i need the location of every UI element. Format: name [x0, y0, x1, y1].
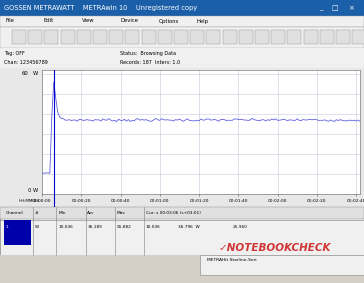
- Bar: [0, 48, 364, 68]
- Bar: [0, 0, 364, 16]
- Bar: [239, 30, 253, 44]
- Text: 25.960: 25.960: [233, 225, 248, 229]
- Text: 55.882: 55.882: [116, 225, 131, 229]
- Text: Max: Max: [116, 211, 125, 215]
- Text: 00:02:20: 00:02:20: [307, 198, 327, 203]
- Text: 00:02:00: 00:02:00: [268, 198, 287, 203]
- Text: 00:00:20: 00:00:20: [71, 198, 91, 203]
- Text: 00:00:40: 00:00:40: [111, 198, 130, 203]
- Bar: [288, 30, 301, 44]
- Text: Device: Device: [120, 18, 138, 23]
- Bar: [0, 27, 364, 48]
- Bar: [93, 30, 107, 44]
- Bar: [28, 30, 42, 44]
- Text: Chan: 123456789: Chan: 123456789: [4, 59, 47, 65]
- Text: _: _: [318, 5, 322, 11]
- Bar: [44, 30, 58, 44]
- Bar: [304, 30, 318, 44]
- Bar: [12, 30, 26, 44]
- Bar: [206, 30, 220, 44]
- Text: 60: 60: [22, 71, 29, 76]
- Text: 00:01:40: 00:01:40: [229, 198, 248, 203]
- Text: 10.036: 10.036: [58, 225, 73, 229]
- Text: Help: Help: [197, 18, 209, 23]
- Bar: [0, 68, 364, 283]
- Text: View: View: [82, 18, 94, 23]
- Text: Records: 187  Interv: 1.0: Records: 187 Interv: 1.0: [120, 59, 180, 65]
- Text: Cur: s 00:03:06 (s+03:01): Cur: s 00:03:06 (s+03:01): [146, 211, 201, 215]
- Bar: [158, 30, 172, 44]
- Text: HH:MM:SS: HH:MM:SS: [18, 198, 39, 203]
- Bar: [271, 30, 285, 44]
- Text: Options: Options: [158, 18, 179, 23]
- Bar: [200, 255, 364, 275]
- Text: Avc: Avc: [87, 211, 95, 215]
- Bar: [109, 30, 123, 44]
- Bar: [0, 207, 364, 255]
- Bar: [336, 30, 350, 44]
- Bar: [190, 30, 204, 44]
- Bar: [77, 30, 91, 44]
- Text: 36.796  W: 36.796 W: [178, 225, 200, 229]
- Text: W: W: [33, 71, 38, 76]
- Bar: [60, 30, 75, 44]
- Bar: [174, 30, 188, 44]
- Text: Min: Min: [58, 211, 66, 215]
- Text: 00:00:00: 00:00:00: [32, 198, 52, 203]
- Bar: [4, 220, 31, 245]
- Text: Tag: OFF: Tag: OFF: [4, 50, 24, 55]
- Bar: [126, 30, 139, 44]
- Text: 00:01:00: 00:01:00: [150, 198, 170, 203]
- Bar: [255, 30, 269, 44]
- Text: W: W: [33, 188, 38, 193]
- Text: Status:  Browsing Data: Status: Browsing Data: [120, 50, 176, 55]
- Bar: [0, 207, 364, 219]
- Text: 00:02:40: 00:02:40: [346, 198, 364, 203]
- Text: W: W: [35, 225, 39, 229]
- Text: #: #: [35, 211, 38, 215]
- Text: File: File: [5, 18, 14, 23]
- Text: 10.036: 10.036: [146, 225, 161, 229]
- Bar: [320, 30, 334, 44]
- Text: □: □: [332, 5, 338, 11]
- Bar: [352, 30, 364, 44]
- Text: GOSSEN METRAWATT    METRAwin 10    Unregistered copy: GOSSEN METRAWATT METRAwin 10 Unregistere…: [4, 5, 197, 11]
- Bar: [0, 16, 364, 27]
- Text: METRAHit Starline-Seri: METRAHit Starline-Seri: [207, 258, 257, 262]
- Text: Channel: Channel: [5, 211, 23, 215]
- Text: Edit: Edit: [44, 18, 54, 23]
- Text: 36.189: 36.189: [87, 225, 102, 229]
- Text: ✓NOTEBOOKCHECK: ✓NOTEBOOKCHECK: [218, 243, 331, 253]
- Bar: [223, 30, 237, 44]
- Text: 00:01:20: 00:01:20: [189, 198, 209, 203]
- Text: 0: 0: [27, 188, 31, 193]
- Text: ×: ×: [348, 5, 354, 11]
- Text: 1: 1: [5, 225, 8, 229]
- Bar: [142, 30, 155, 44]
